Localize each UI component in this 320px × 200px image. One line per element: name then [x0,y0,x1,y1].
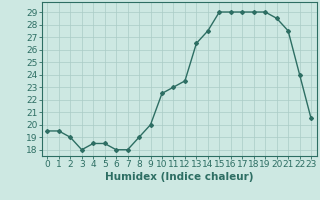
X-axis label: Humidex (Indice chaleur): Humidex (Indice chaleur) [105,172,253,182]
